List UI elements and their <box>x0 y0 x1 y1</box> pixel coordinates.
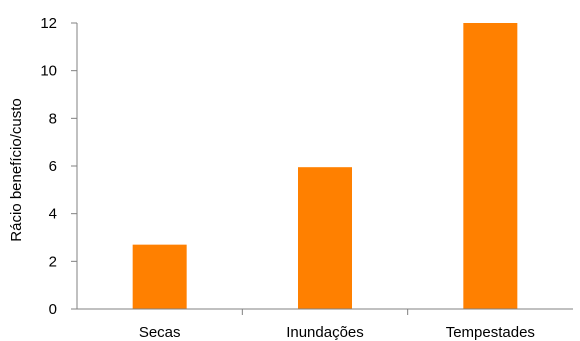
bar <box>298 167 352 309</box>
bar <box>463 23 518 309</box>
y-tick-label: 10 <box>40 63 57 80</box>
x-tick-label: Tempestades <box>446 324 535 341</box>
y-tick-label: 2 <box>49 253 57 270</box>
y-tick-label: 6 <box>49 158 57 175</box>
y-tick-label: 12 <box>40 15 57 32</box>
x-tick-label: Inundações <box>286 324 364 341</box>
x-axis-ticks: Secas Inundações Tempestades <box>139 309 535 341</box>
bar <box>132 244 187 309</box>
y-tick-label: 0 <box>49 301 57 318</box>
y-axis-ticks: 0 2 4 6 8 10 12 <box>40 15 77 318</box>
x-tick-label: Secas <box>139 324 181 341</box>
y-axis-label: Rácio benefício/custo <box>8 98 25 241</box>
y-tick-label: 8 <box>49 110 57 127</box>
bars <box>132 23 518 309</box>
y-tick-label: 4 <box>49 206 57 223</box>
